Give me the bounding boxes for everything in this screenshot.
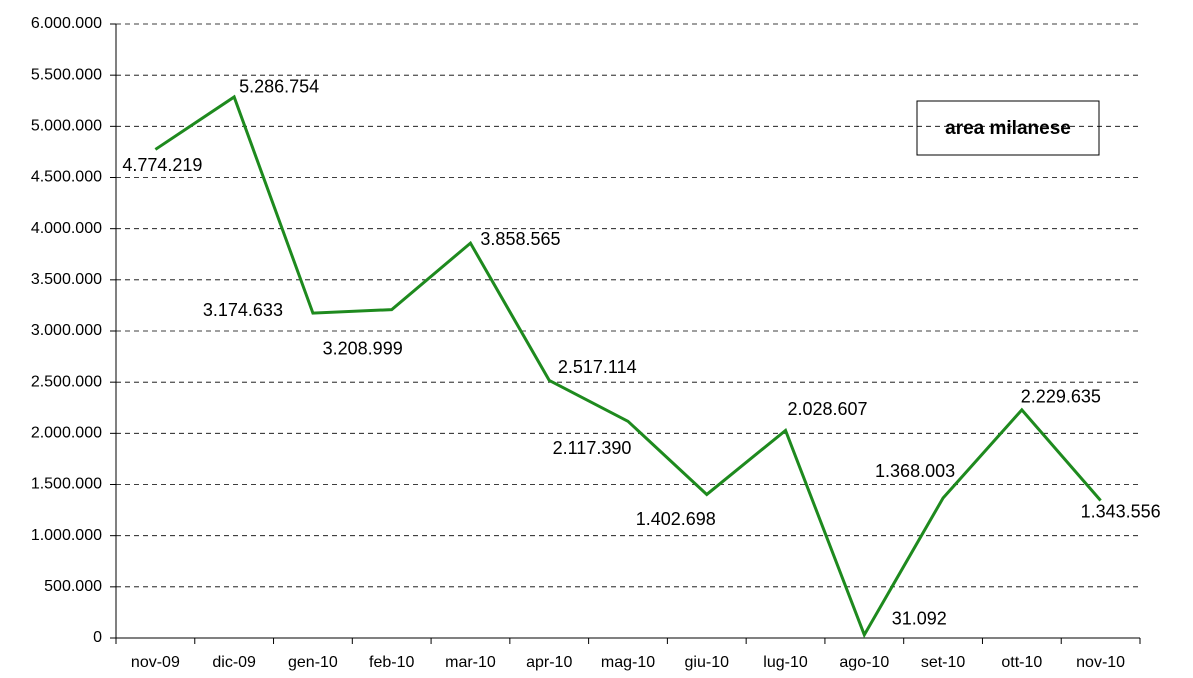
x-tick-label: lug-10 (763, 654, 808, 671)
x-tick-label: feb-10 (369, 654, 414, 671)
data-label: 3.858.565 (480, 229, 560, 249)
y-tick-label: 4.000.000 (31, 220, 102, 237)
data-label: 2.229.635 (1021, 387, 1101, 407)
x-tick-label: mag-10 (601, 654, 655, 671)
x-tick-label: ott-10 (1001, 654, 1042, 671)
y-tick-label: 3.500.000 (31, 271, 102, 288)
y-tick-label: 6.000.000 (31, 15, 102, 32)
data-label: 2.028.607 (787, 399, 867, 419)
legend-label: area milanese (945, 118, 1071, 139)
x-tick-label: apr-10 (526, 654, 572, 671)
legend-box (916, 100, 1100, 156)
y-tick-label: 1.500.000 (31, 476, 102, 493)
y-tick-label: 1.000.000 (31, 527, 102, 544)
line (154, 94, 1102, 639)
data-label: 3.208.999 (323, 338, 403, 358)
x-tick-label: nov-09 (131, 654, 180, 671)
y-tick-label: 500.000 (44, 578, 102, 595)
data-label: 5.286.754 (239, 77, 319, 97)
x-tick-label: giu-10 (685, 654, 730, 671)
y-tick-label: 5.000.000 (31, 118, 102, 135)
x-tick-label: nov-10 (1076, 654, 1125, 671)
data-label: 1.343.556 (1081, 501, 1161, 521)
y-tick-label: 4.500.000 (31, 169, 102, 186)
data-label: 1.368.003 (875, 461, 955, 481)
y-tick-label: 2.000.000 (31, 425, 102, 442)
x-tick-label: set-10 (921, 654, 966, 671)
x-tick-label: dic-09 (212, 654, 256, 671)
data-label: 2.117.390 (553, 438, 632, 458)
data-label: 2.517.114 (558, 357, 637, 377)
data-label: 1.402.698 (636, 509, 716, 529)
y-tick-label: 0 (93, 629, 102, 646)
y-tick-label: 5.500.000 (31, 66, 102, 83)
x-tick-label: ago-10 (839, 654, 889, 671)
x-tick-label: mar-10 (445, 654, 496, 671)
x-tick-label: gen-10 (288, 654, 338, 671)
y-tick-label: 2.500.000 (31, 373, 102, 390)
data-label: 4.774.219 (122, 155, 202, 175)
data-label: 31.092 (892, 609, 947, 629)
y-tick-label: 3.000.000 (31, 322, 102, 339)
data-label: 3.174.633 (203, 300, 283, 320)
